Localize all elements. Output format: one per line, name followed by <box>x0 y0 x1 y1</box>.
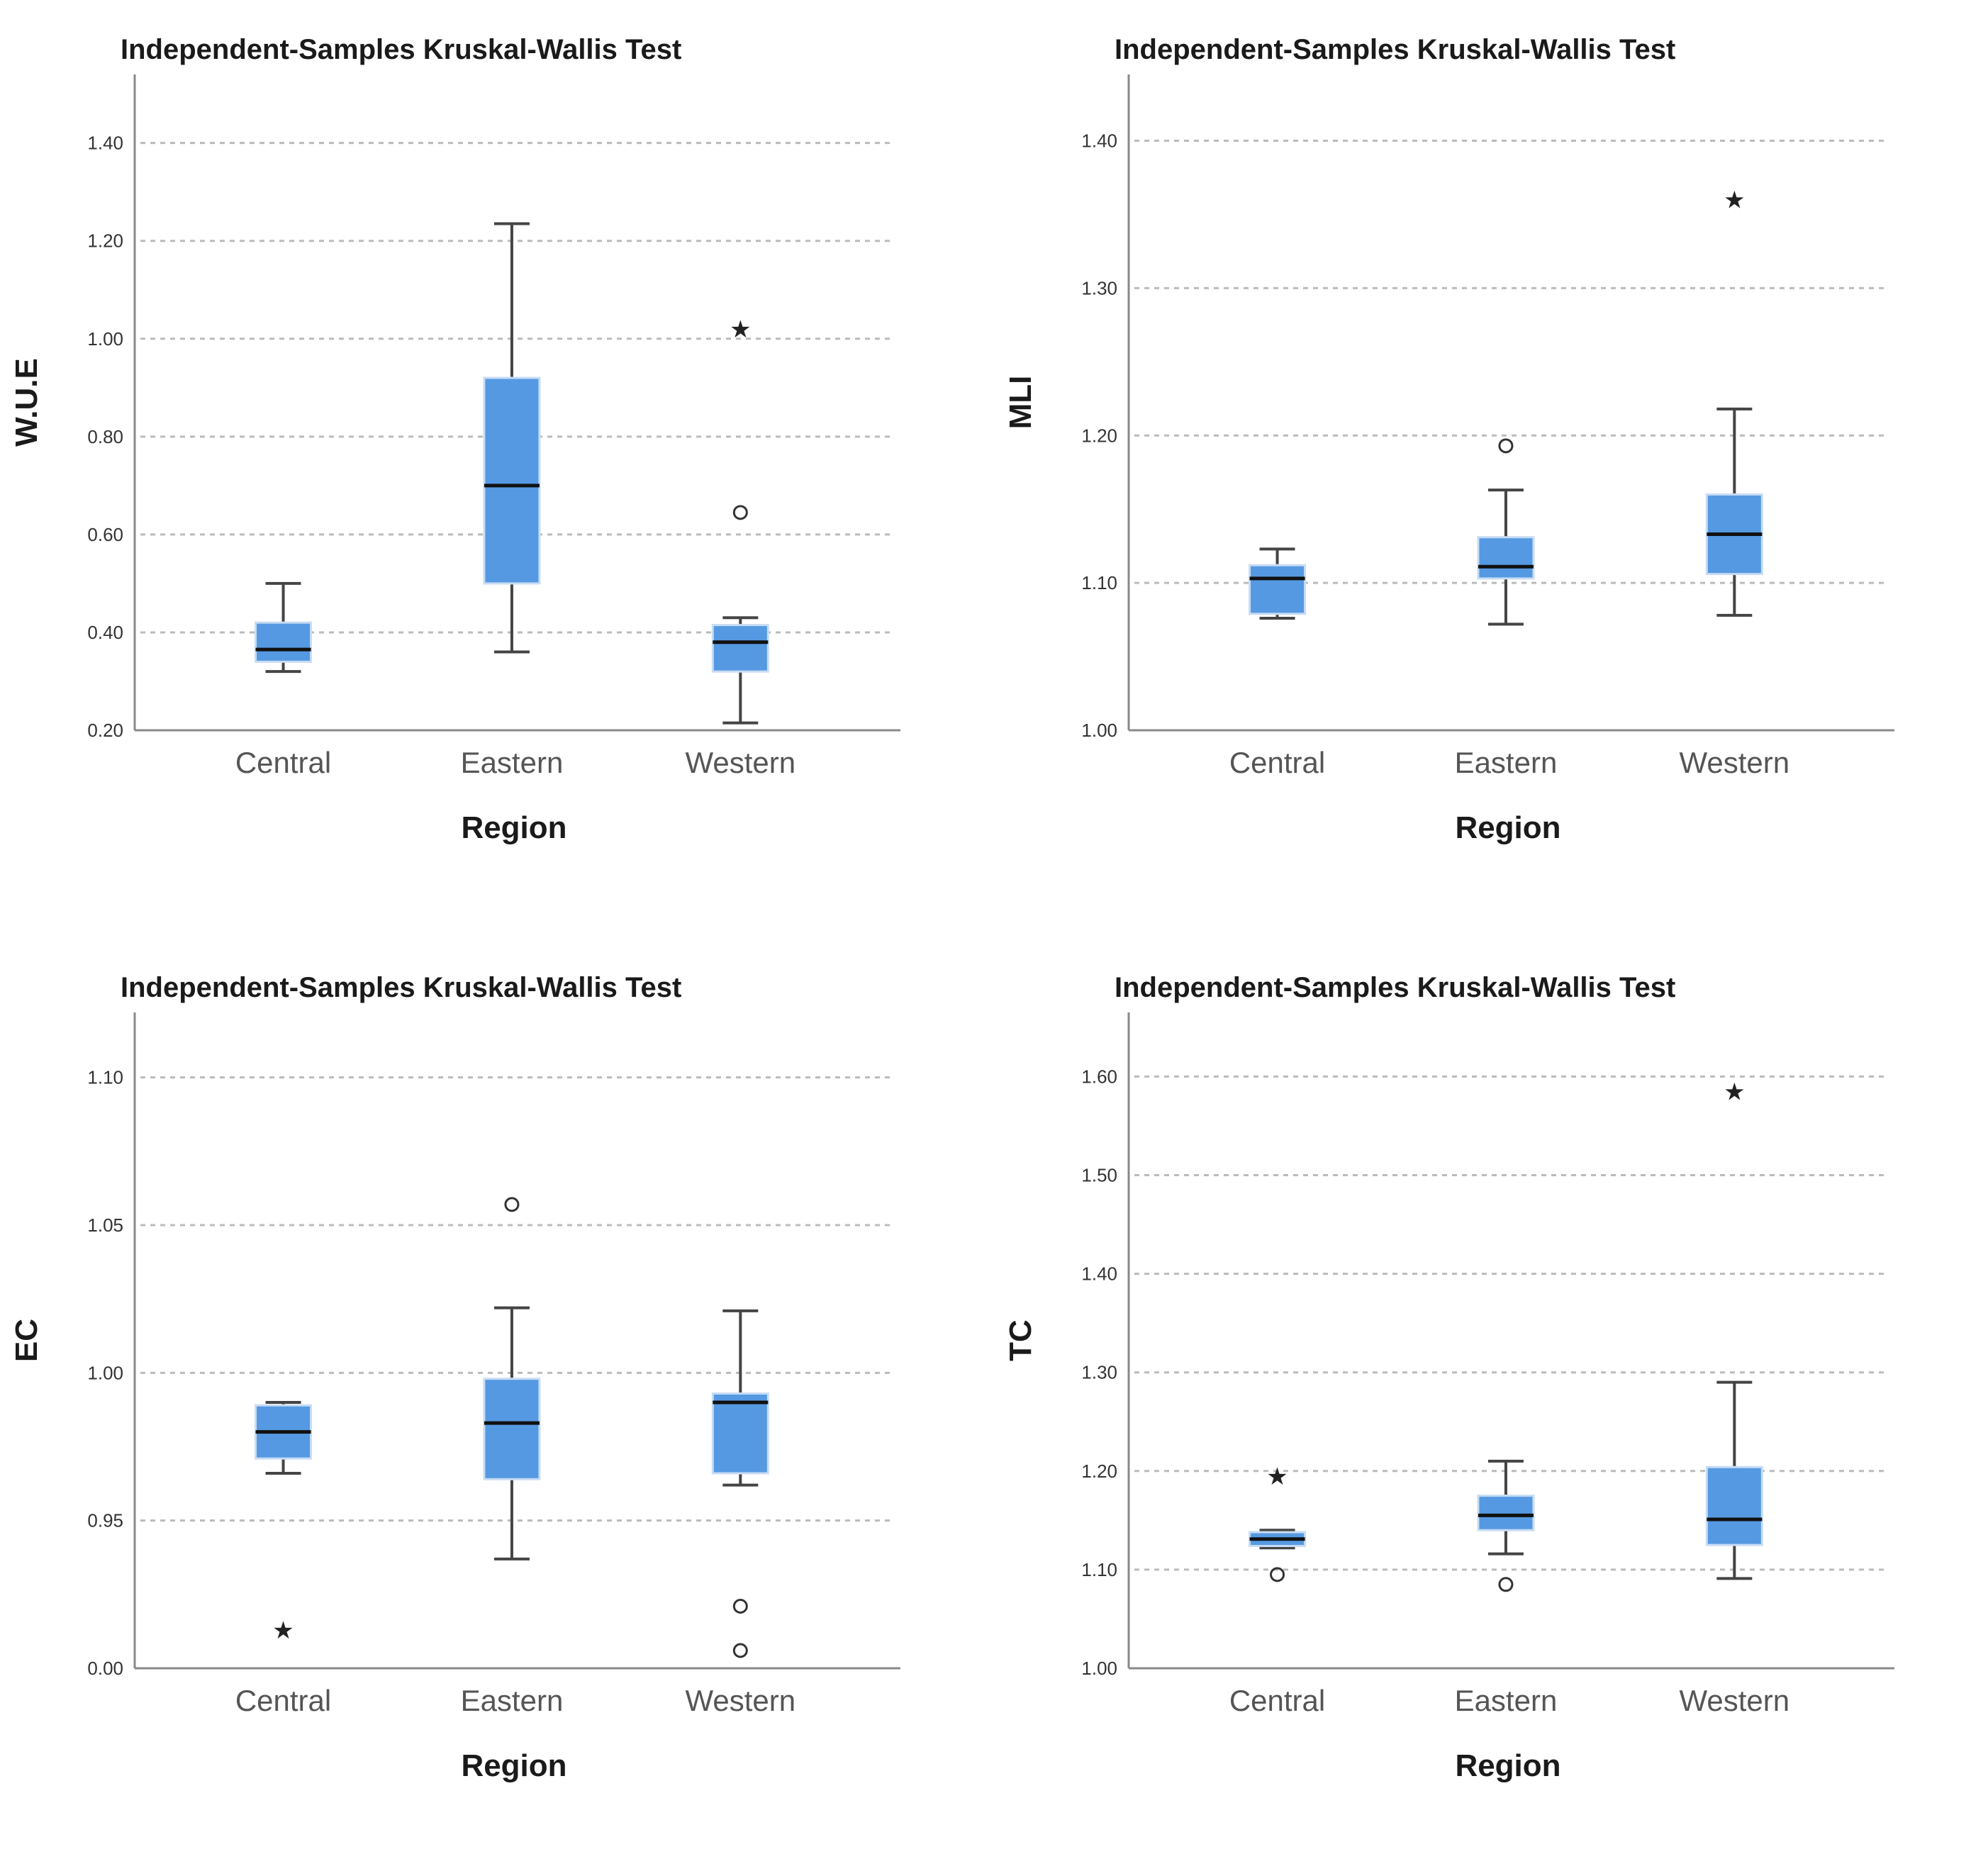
y-tick-label: 1.00 <box>1081 720 1117 741</box>
y-tick-label: 1.00 <box>87 1362 123 1383</box>
y-tick-label: 0.20 <box>87 720 123 741</box>
x-tick-label: Western <box>686 1684 796 1717</box>
iqr-box <box>483 376 541 585</box>
box-eastern <box>483 222 541 654</box>
iqr-box <box>255 621 313 663</box>
x-tick-label: Western <box>686 746 796 779</box>
x-tick-label: Eastern <box>461 746 564 779</box>
x-tick-label: Eastern <box>461 1684 564 1717</box>
y-tick-label: 1.40 <box>1081 130 1117 152</box>
x-tick-label: Western <box>1680 1684 1790 1717</box>
box-western: ★ <box>1705 186 1763 617</box>
box-eastern <box>1477 438 1535 626</box>
y-tick-label: 1.60 <box>1081 1066 1117 1087</box>
outlier-point <box>504 1197 520 1212</box>
box-central <box>1249 547 1307 620</box>
outlier-point <box>1498 438 1514 454</box>
y-tick-label: 1.10 <box>1081 572 1117 593</box>
y-tick-label: 1.50 <box>1081 1165 1117 1186</box>
y-axis-label: MLI <box>1003 376 1038 430</box>
box-central: ★ <box>255 1401 313 1645</box>
box-central: ★ <box>1249 1463 1307 1582</box>
y-tick-label: 1.20 <box>1081 425 1117 446</box>
iqr-box <box>483 1378 541 1480</box>
panel-wue: Independent-Samples Kruskal-Wallis Test 0… <box>0 0 994 938</box>
outlier-point <box>1498 1577 1514 1592</box>
iqr-box <box>711 624 769 673</box>
chart-title: Independent-Samples Kruskal-Wallis Test <box>121 34 681 65</box>
y-tick-label: 1.40 <box>1081 1263 1117 1285</box>
box-central <box>255 581 313 674</box>
y-tick-label: 1.00 <box>1081 1658 1117 1679</box>
extreme-point: ★ <box>1724 186 1745 215</box>
y-tick-label: 0.40 <box>87 622 123 643</box>
y-axis-label: W.U.E <box>9 358 44 447</box>
y-tick-label: 0.00 <box>87 1658 123 1679</box>
outlier-point <box>732 1599 748 1614</box>
y-tick-label: 1.40 <box>87 133 123 154</box>
extreme-point: ★ <box>730 316 751 344</box>
chart-title: Independent-Samples Kruskal-Wallis Test <box>121 972 681 1003</box>
chart-svg: Independent-Samples Kruskal-Wallis Test 1… <box>1003 972 1894 1783</box>
extreme-point: ★ <box>1724 1078 1745 1106</box>
iqr-box <box>1705 1465 1763 1546</box>
box-eastern <box>483 1197 541 1560</box>
x-tick-label: Central <box>1229 746 1325 779</box>
x-axis-label: Region <box>461 1748 566 1783</box>
iqr-box <box>1477 1495 1535 1531</box>
x-axis-label: Region <box>1455 1748 1560 1783</box>
chart-title: Independent-Samples Kruskal-Wallis Test <box>1115 972 1675 1003</box>
chart-title: Independent-Samples Kruskal-Wallis Test <box>1115 34 1675 65</box>
y-tick-label: 1.10 <box>1081 1559 1117 1580</box>
extreme-point: ★ <box>1266 1463 1288 1491</box>
y-tick-label: 1.30 <box>1081 277 1117 298</box>
y-tick-label: 1.00 <box>87 328 123 350</box>
iqr-box <box>711 1392 769 1475</box>
box-western: ★ <box>711 316 769 725</box>
y-tick-label: 1.20 <box>87 230 123 252</box>
box-western: ★ <box>1705 1078 1763 1580</box>
extreme-point: ★ <box>272 1617 294 1645</box>
chart-svg: Independent-Samples Kruskal-Wallis Test 0… <box>9 972 900 1783</box>
outlier-point <box>732 1643 748 1658</box>
x-axis-label: Region <box>1455 810 1560 845</box>
x-tick-label: Central <box>235 1684 331 1717</box>
y-tick-label: 0.80 <box>87 426 123 447</box>
y-tick-label: 1.30 <box>1081 1362 1117 1383</box>
chart-svg: Independent-Samples Kruskal-Wallis Test 0… <box>9 34 900 845</box>
outlier-point <box>732 505 748 520</box>
iqr-box <box>1249 564 1307 615</box>
panel-tc: Independent-Samples Kruskal-Wallis Test 1… <box>994 938 1988 1876</box>
x-axis-label: Region <box>461 810 566 845</box>
box-western <box>711 1309 769 1658</box>
y-tick-label: 0.95 <box>87 1510 123 1531</box>
panel-mli: Independent-Samples Kruskal-Wallis Test 1… <box>994 0 1988 938</box>
x-tick-label: Central <box>1229 1684 1325 1717</box>
x-tick-label: Central <box>235 746 331 779</box>
iqr-box <box>1477 536 1535 580</box>
y-axis-label: TC <box>1003 1319 1038 1361</box>
y-tick-label: 0.60 <box>87 524 123 545</box>
x-tick-label: Western <box>1680 746 1790 779</box>
panel-ec: Independent-Samples Kruskal-Wallis Test 0… <box>0 938 994 1876</box>
y-tick-label: 1.20 <box>1081 1461 1117 1482</box>
outlier-point <box>1270 1567 1285 1582</box>
y-axis-label: EC <box>9 1319 44 1362</box>
box-eastern <box>1477 1459 1535 1592</box>
chart-svg: Independent-Samples Kruskal-Wallis Test 1… <box>1003 34 1894 845</box>
x-tick-label: Eastern <box>1455 746 1558 779</box>
x-tick-label: Eastern <box>1455 1684 1558 1717</box>
y-tick-label: 1.05 <box>87 1215 123 1236</box>
y-tick-label: 1.10 <box>87 1067 123 1088</box>
